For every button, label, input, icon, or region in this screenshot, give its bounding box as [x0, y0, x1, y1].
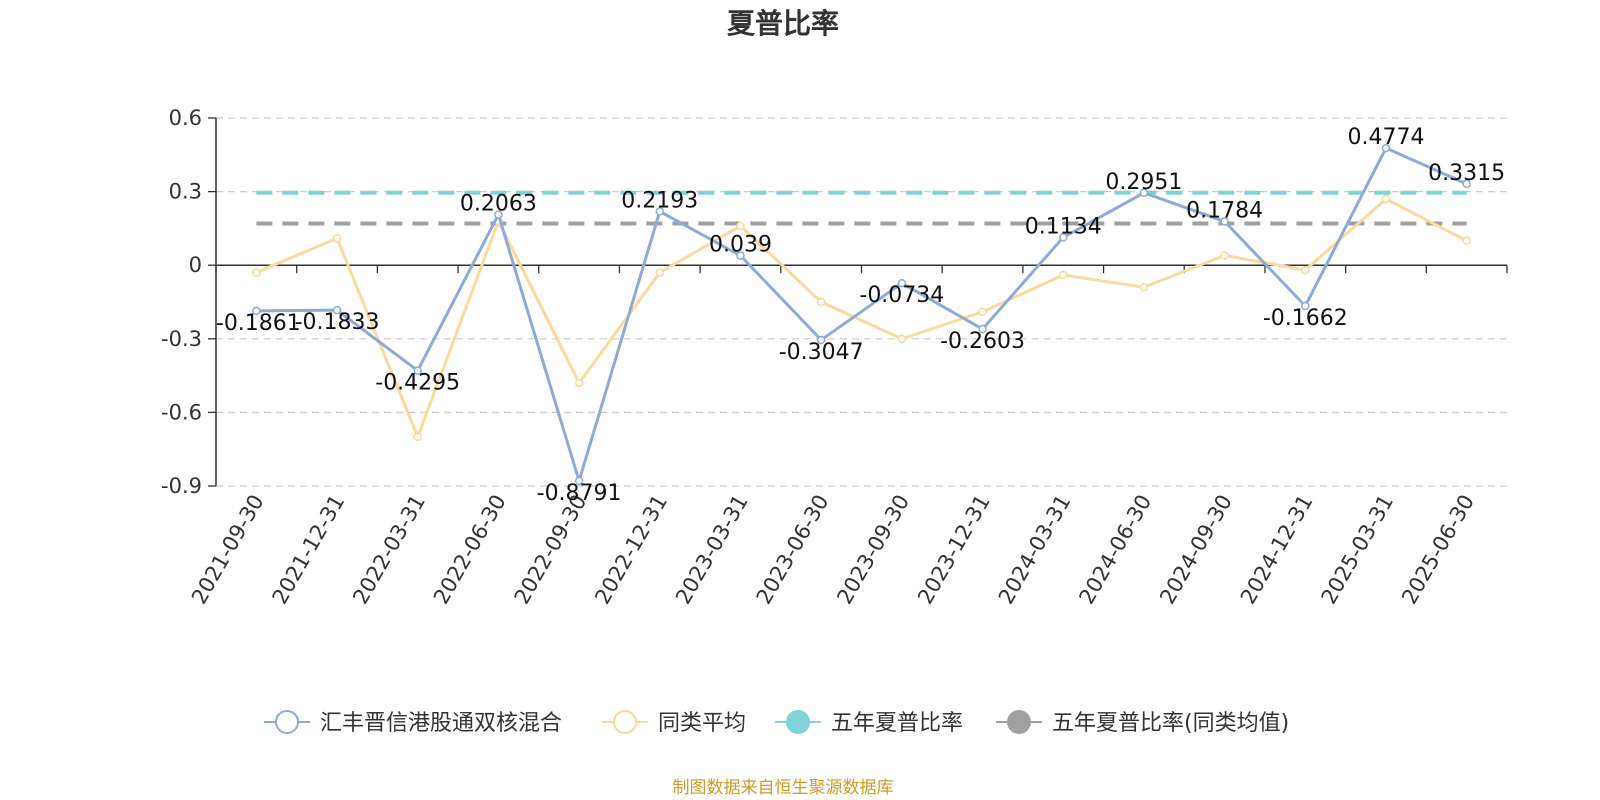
y-tick-label: 0 — [189, 253, 202, 277]
x-tick-label: 2025-06-30 — [1397, 491, 1479, 609]
data-label: -0.2603 — [940, 329, 1025, 354]
data-point — [897, 278, 907, 288]
data-label: 0.4774 — [1347, 125, 1424, 150]
legend-item[interactable]: 汇丰晋信港股通双核混合 — [264, 710, 562, 736]
data-label: 0.1784 — [1186, 198, 1263, 223]
data-point — [1462, 236, 1471, 245]
data-point — [1139, 283, 1149, 292]
x-tick-label: 2022-12-31 — [590, 491, 672, 609]
x-tick-label: 2024-09-30 — [1155, 491, 1237, 609]
data-point — [1381, 143, 1391, 153]
x-tick-label: 2024-12-31 — [1236, 491, 1318, 609]
legend-swatch-marker — [1007, 710, 1031, 734]
data-point — [413, 366, 422, 375]
x-tick-label: 2021-09-30 — [187, 491, 269, 609]
data-label: 0.1134 — [1025, 214, 1102, 239]
data-point — [1220, 251, 1229, 260]
data-point — [1462, 179, 1471, 189]
y-tick-label: 0.3 — [169, 180, 202, 204]
data-label: 0.2951 — [1105, 170, 1182, 195]
legend-swatch-marker — [613, 710, 637, 734]
x-tick-label: 2022-03-31 — [348, 491, 430, 609]
legend-label: 五年夏普比率(同类均值) — [1052, 711, 1289, 736]
data-point — [574, 476, 584, 486]
data-point — [1301, 265, 1310, 275]
x-tick-label: 2025-03-31 — [1316, 491, 1398, 609]
data-label: 0.3315 — [1428, 161, 1505, 186]
data-point — [252, 268, 261, 277]
legend-label: 五年夏普比率 — [831, 711, 963, 736]
series-lines — [252, 143, 1471, 486]
chart-title: 夏普比率 — [727, 7, 839, 40]
data-label: -0.1662 — [1263, 306, 1348, 331]
data-point — [252, 306, 261, 316]
data-point — [897, 334, 907, 344]
y-tick-label: 0.6 — [169, 106, 202, 130]
x-tick-label: 2024-03-31 — [994, 491, 1076, 609]
data-point — [816, 335, 826, 345]
data-label: -0.3047 — [779, 340, 864, 365]
data-point — [332, 233, 342, 243]
y-tick-label: -0.3 — [161, 327, 202, 351]
legend-swatch-marker — [786, 710, 810, 734]
source-note: 制图数据来自恒生聚源数据库 — [673, 778, 894, 798]
data-point — [978, 324, 987, 334]
x-tick-label: 2023-09-30 — [832, 491, 914, 609]
legend-label: 同类平均 — [658, 711, 746, 736]
x-tick-label: 2022-09-30 — [510, 491, 592, 609]
legend[interactable]: 汇丰晋信港股通双核混合 同类平均 五年夏普比率 五年夏普比率(同类均值) — [264, 710, 1289, 736]
data-point — [332, 305, 342, 315]
data-label: 0.2063 — [460, 192, 537, 217]
data-point — [494, 210, 503, 219]
data-label: -0.8791 — [537, 481, 622, 506]
data-label: 0.039 — [709, 233, 772, 258]
reference-lines — [256, 190, 1467, 226]
data-label: -0.4295 — [375, 371, 460, 396]
data-point — [655, 207, 665, 216]
data-point — [978, 307, 987, 317]
legend-item[interactable]: 同类平均 — [602, 710, 746, 736]
data-point — [736, 251, 745, 260]
x-tick-label: 2023-03-31 — [671, 491, 753, 609]
y-tick-label: -0.6 — [161, 400, 202, 424]
data-label: -0.1833 — [295, 310, 380, 335]
data-point — [1381, 194, 1391, 204]
data-point — [1058, 270, 1068, 280]
data-label: -0.0734 — [859, 283, 944, 308]
data-point — [816, 297, 826, 307]
legend-item[interactable]: 五年夏普比率 — [775, 710, 963, 736]
y-tick-label: -0.9 — [161, 474, 202, 498]
series-line — [256, 146, 1468, 483]
data-point — [655, 268, 665, 277]
data-point — [1058, 233, 1068, 242]
data-point — [736, 221, 745, 231]
data-point — [1139, 188, 1149, 198]
legend-swatch-marker — [275, 710, 299, 734]
data-point — [574, 378, 584, 388]
data-label: -0.1861 — [216, 311, 301, 336]
x-tick-label: 2023-06-30 — [752, 491, 834, 609]
data-labels: -0.1861-0.1833 -0.4295 0.2063 -0.8791 0.2193… — [216, 125, 1505, 506]
y-axis: 0.6 0.3 0 -0.3 -0.6 -0.9 — [161, 106, 217, 498]
data-point — [413, 432, 422, 442]
data-point — [1301, 301, 1310, 311]
x-tick-label: 2024-06-30 — [1074, 491, 1156, 609]
x-tick-label: 2023-12-31 — [913, 491, 995, 609]
x-tick-label: 2021-12-31 — [268, 491, 350, 609]
data-point — [1220, 217, 1229, 226]
legend-item[interactable]: 五年夏普比率(同类均值) — [996, 710, 1289, 736]
data-label: 0.2193 — [621, 188, 698, 213]
legend-label: 汇丰晋信港股通双核混合 — [320, 711, 562, 736]
x-tick-label: 2022-06-30 — [429, 491, 511, 609]
